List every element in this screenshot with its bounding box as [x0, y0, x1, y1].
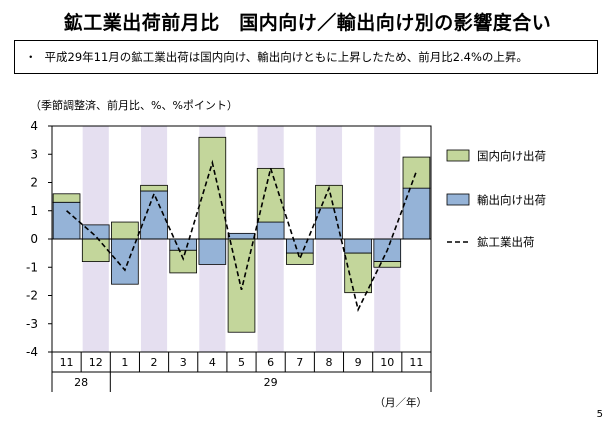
legend-label: 鉱工業出荷: [477, 235, 535, 249]
bar-domestic: [402, 156, 431, 189]
summary-text: 平成29年11月の鉱工業出荷は国内向け、輸出向けともに上昇したため、前月比2.4…: [44, 50, 528, 64]
x-tick-label: 4: [209, 356, 216, 369]
bar-domestic: [198, 136, 227, 240]
x-tick-label: 10: [380, 356, 394, 369]
bar-export: [198, 238, 227, 265]
x-tick-label: 5: [238, 356, 245, 369]
legend-label: 輸出向け出荷: [477, 193, 546, 207]
y-tick-label: 2: [30, 176, 38, 190]
x-tick-label: 7: [296, 356, 303, 369]
x-axis-unit-label: （月／年）: [375, 396, 428, 409]
summary-box: ・ 平成29年11月の鉱工業出荷は国内向け、輸出向けともに上昇したため、前月比2…: [14, 40, 598, 74]
bar-export: [227, 232, 256, 240]
bar-domestic: [169, 249, 198, 274]
y-tick-label: -2: [26, 289, 38, 303]
y-tick-label: -1: [26, 260, 38, 274]
x-tick-label: 8: [325, 356, 332, 369]
total-shipments-line: [66, 159, 418, 312]
legend-label: 国内向け出荷: [477, 149, 546, 163]
y-tick-label: 1: [30, 204, 38, 218]
unit-note: （季節調整済、前月比、%、%ポイント）: [30, 99, 238, 112]
bar-export: [52, 201, 81, 240]
year-label: 29: [264, 376, 278, 389]
bar-export: [111, 238, 139, 285]
bullet-icon: ・: [25, 50, 37, 64]
y-tick-label: 4: [30, 119, 38, 133]
x-tick-label: 6: [267, 356, 274, 369]
y-tick-label: 0: [30, 232, 38, 246]
x-tick-label: 3: [180, 356, 187, 369]
legend-swatch: [446, 193, 470, 206]
year-label: 28: [74, 376, 88, 389]
x-tick-label: 11: [409, 356, 423, 369]
y-tick-label: 3: [30, 147, 38, 161]
y-tick-label: -3: [26, 317, 38, 331]
bar-domestic: [227, 238, 256, 333]
bar-domestic: [285, 252, 314, 265]
x-tick-label: 2: [151, 356, 158, 369]
x-tick-label: 12: [89, 356, 103, 369]
page-title: 鉱工業出荷前月比 国内向け／輸出向け別の影響度合い: [63, 12, 552, 34]
bar-export: [344, 238, 372, 254]
legend-swatch: [446, 149, 470, 162]
page-number: 5: [596, 409, 603, 420]
bar-domestic: [373, 261, 402, 268]
bar-domestic: [81, 238, 110, 263]
y-tick-label: -4: [26, 345, 38, 359]
x-tick-label: 1: [121, 356, 128, 369]
bar-export: [169, 238, 198, 251]
x-tick-label: 9: [355, 356, 362, 369]
bar-domestic: [315, 184, 343, 209]
bar-export: [285, 238, 314, 254]
bar-export: [256, 221, 285, 240]
bar-domestic: [111, 221, 139, 240]
bar-domestic: [140, 184, 168, 192]
x-tick-label: 11: [60, 356, 74, 369]
bar-domestic: [52, 193, 81, 203]
